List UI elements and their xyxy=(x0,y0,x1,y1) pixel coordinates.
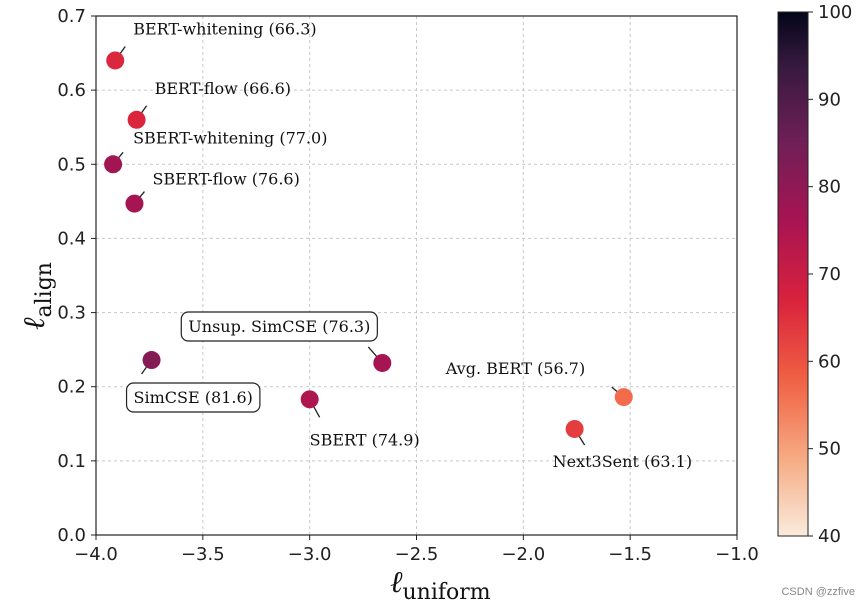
data-point-group: BERT-flow (66.6) xyxy=(127,79,291,129)
colorbar xyxy=(777,11,809,537)
data-point xyxy=(614,388,633,407)
x-tick-label: −1.5 xyxy=(608,544,652,565)
data-label: Next3Sent (63.1) xyxy=(553,452,692,471)
data-point-group: Next3Sent (63.1) xyxy=(553,419,692,471)
data-point-group: SBERT-flow (76.6) xyxy=(125,170,300,213)
data-label: SimCSE (81.6) xyxy=(134,388,253,407)
data-point-group: Unsup. SimCSE (76.3) xyxy=(180,311,392,372)
colorbar-tick-label: 80 xyxy=(818,177,841,198)
y-tick-label: 0.7 xyxy=(57,6,86,27)
y-axis-label: ℓalign xyxy=(17,262,57,330)
data-point-group: BERT-whitening (66.3) xyxy=(106,19,317,70)
data-point xyxy=(300,390,319,409)
colorbar-tick-label: 50 xyxy=(818,439,841,460)
data-point xyxy=(142,351,161,370)
y-tick-label: 0.5 xyxy=(57,154,86,175)
data-label: SBERT-flow (76.6) xyxy=(152,170,299,189)
y-tick-label: 0.1 xyxy=(57,451,86,472)
data-point xyxy=(373,353,392,372)
data-point-group: SBERT-whitening (77.0) xyxy=(104,128,327,174)
data-label: BERT-whitening (66.3) xyxy=(133,19,316,38)
colorbar-tick-label: 90 xyxy=(818,89,841,110)
data-point-group: Avg. BERT (56.7) xyxy=(445,359,633,407)
x-tick-label: −3.5 xyxy=(181,544,225,565)
data-label: Unsup. SimCSE (76.3) xyxy=(188,317,370,336)
data-point xyxy=(104,155,123,174)
label-box xyxy=(180,311,378,342)
y-tick-label: 0.0 xyxy=(57,525,86,546)
y-tick-label: 0.6 xyxy=(57,80,86,101)
data-point-group: SimCSE (81.6) xyxy=(125,351,261,413)
x-axis-label: ℓuniform xyxy=(390,565,491,605)
x-tick-label: −3.0 xyxy=(288,544,332,565)
x-tick-label: −1.0 xyxy=(715,544,759,565)
data-label: SBERT-whitening (77.0) xyxy=(133,128,327,147)
data-point xyxy=(127,110,146,129)
x-tick-label: −2.0 xyxy=(501,544,545,565)
colorbar-tick-label: 100 xyxy=(818,2,852,23)
watermark: CSDN @zzfive xyxy=(781,586,855,598)
data-label: BERT-flow (66.6) xyxy=(155,79,291,98)
data-point xyxy=(125,194,144,213)
y-tick-label: 0.2 xyxy=(57,377,86,398)
data-label: Avg. BERT (56.7) xyxy=(445,359,585,378)
data-label: SBERT (74.9) xyxy=(310,430,420,449)
data-point xyxy=(106,51,125,70)
colorbar-tick-label: 60 xyxy=(818,351,841,372)
y-tick-label: 0.4 xyxy=(57,228,86,249)
y-tick-label: 0.3 xyxy=(57,303,86,324)
data-point-group: SBERT (74.9) xyxy=(300,390,420,449)
x-tick-label: −4.0 xyxy=(74,544,118,565)
data-point xyxy=(565,419,584,438)
colorbar-tick-label: 40 xyxy=(818,526,841,547)
label-box xyxy=(125,382,261,413)
colorbar-tick-label: 70 xyxy=(818,264,841,285)
x-tick-label: −2.5 xyxy=(395,544,439,565)
